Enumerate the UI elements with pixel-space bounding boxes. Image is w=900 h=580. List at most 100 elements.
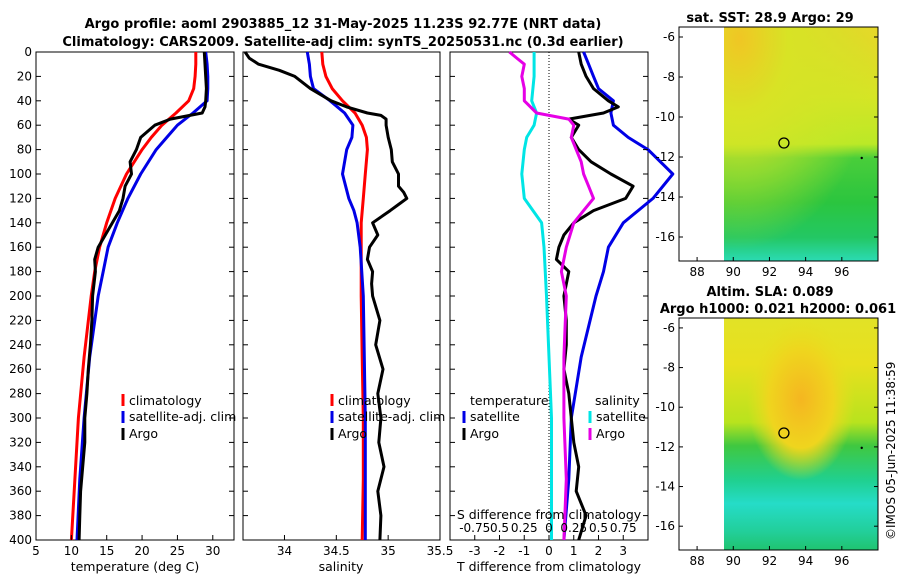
difference-panel: -3 -2 -1 0 1 2 3-0.75 0.5 0.25 0 0.25 0.5 0.75 [449, 50, 675, 558]
legend-argo: Argo [338, 426, 367, 441]
map-x-tick-label: 94 [798, 265, 813, 279]
y-tick-label: 260 [9, 362, 32, 376]
temperature-axes-frame [35, 51, 235, 541]
map-y-tick-label: -6 [663, 30, 675, 44]
map-x-tick-label: 88 [689, 554, 704, 568]
sst-warm-patch [724, 27, 878, 261]
legend-temperature-title: temperature [470, 393, 549, 408]
sla-map-frame [678, 317, 879, 551]
map-y-tick-label: -8 [663, 361, 675, 375]
s-difference-label: S difference from climatology [457, 507, 642, 522]
top-tick-label: -0.75 [459, 521, 490, 535]
x-tick-label: 35.5 [427, 544, 454, 558]
imos-timestamp: ©IMOS 05-Jun-2025 11:38:59 [884, 362, 898, 540]
legend-satellite: satellite-adj. clim [338, 409, 445, 424]
y-tick-label: 320 [9, 435, 32, 449]
argo-float-marker [778, 137, 790, 149]
temperature-legend: climatology satellite-adj. clim Argo [121, 393, 236, 441]
map-y-tick-label: -10 [655, 400, 675, 414]
legend-s-satellite: satellite [596, 409, 646, 424]
y-tick-label: 180 [9, 265, 32, 279]
y-tick-label: 240 [9, 338, 32, 352]
series-t-argo [554, 51, 635, 541]
map-x-tick-label: 96 [834, 554, 849, 568]
x-tick-label: 5 [32, 544, 40, 558]
map-y-tick-label: -6 [663, 321, 675, 335]
y-tick-label: 40 [17, 94, 32, 108]
y-tick-label: 100 [9, 167, 32, 181]
sst-map-panel: sat. SST: 28.9 Argo: 29 88 90 92 94 96 -6 -8 -1… [655, 11, 879, 279]
y-tick-label: 160 [9, 240, 32, 254]
map-y-tick-label: -12 [655, 440, 675, 454]
x-tick-label: -1 [518, 544, 530, 558]
sla-map-title: Altim. SLA: 0.089 [707, 285, 834, 300]
x-tick-label: 30 [205, 544, 220, 558]
title-line-1: Argo profile: aoml 2903885_12 31-May-202… [85, 17, 602, 32]
series-s-argo [508, 50, 595, 541]
x-tick-label: 1 [570, 544, 578, 558]
series-s-satellite [520, 52, 553, 540]
map-y-tick-label: -8 [663, 70, 675, 84]
x-tick-label: 25 [170, 544, 185, 558]
salinity-xlabel: salinity [319, 559, 364, 574]
top-tick-label: 0 [545, 521, 553, 535]
island-dot [860, 156, 863, 160]
series-satellite-adj-clim [305, 51, 367, 540]
sst-map-frame [678, 26, 879, 262]
temperature-panel: 5 10 15 20 25 3002040608010012014016018020022… [9, 45, 235, 558]
legend-t-satellite: satellite [470, 409, 520, 424]
map-x-tick-label: 92 [762, 265, 777, 279]
x-tick-label: -2 [494, 544, 506, 558]
series-argo [243, 51, 409, 541]
x-tick-label: 20 [134, 544, 149, 558]
salinity-panel: 34 34.5 35 35.5 [242, 51, 454, 558]
map-x-tick-label: 96 [834, 265, 849, 279]
salinity-axes-frame [242, 51, 441, 541]
legend-satellite: satellite-adj. clim [129, 409, 236, 424]
map-x-tick-label: 92 [762, 554, 777, 568]
map-y-tick-label: -12 [655, 150, 675, 164]
map-x-tick-label: 88 [689, 265, 704, 279]
series-climatology [320, 51, 369, 541]
sla-map-axes: 88 90 92 94 96 -6 -8 -10 -12 -14 -16 [655, 321, 878, 568]
legend-salinity-title: salinity [595, 393, 640, 408]
map-y-tick-label: -16 [655, 230, 675, 244]
x-tick-label: 15 [99, 544, 114, 558]
series-argo [77, 51, 208, 541]
temperature-plot: 5 10 15 20 25 3002040608010012014016018020022… [9, 45, 234, 558]
top-tick-label: 0.75 [610, 521, 637, 535]
series-climatology [69, 52, 198, 541]
x-tick-label: 35 [381, 544, 396, 558]
sla-warm-patch [724, 318, 878, 550]
sst-map-axes: 88 90 92 94 96 -6 -8 -10 -12 -14 -16 [655, 30, 878, 279]
top-tick-label: 0.25 [511, 521, 538, 535]
y-tick-label: 300 [9, 411, 32, 425]
sla-map-panel: Altim. SLA: 0.089 Argo h1000: 0.021 h200… [655, 285, 896, 568]
sst-map-title: sat. SST: 28.9 Argo: 29 [686, 11, 853, 26]
salinity-plot: 34 34.5 35 35.5 [243, 51, 454, 558]
series-satellite-adj-clim [75, 51, 210, 541]
map-x-tick-label: 90 [726, 265, 741, 279]
difference-xlabel: T difference from climatology [456, 559, 642, 574]
legend-s-argo: Argo [596, 426, 625, 441]
title-line-2: Climatology: CARS2009. Satellite-adj cli… [62, 35, 623, 50]
y-tick-label: 140 [9, 216, 32, 230]
temperature-xlabel: temperature (deg C) [71, 559, 200, 574]
map-x-tick-label: 94 [798, 554, 813, 568]
legend-climatology: climatology [338, 393, 411, 408]
x-tick-label: 10 [64, 544, 79, 558]
salinity-legend: climatology satellite-adj. clim Argo [330, 393, 445, 441]
argo-float-marker [778, 427, 790, 439]
x-tick-label: 34.5 [323, 544, 350, 558]
legend-t-argo: Argo [470, 426, 499, 441]
y-tick-label: 220 [9, 313, 32, 327]
difference-plot: -3 -2 -1 0 1 2 3-0.75 0.5 0.25 0 0.25 0.5 0.75 [450, 50, 675, 558]
legend-climatology: climatology [129, 393, 202, 408]
x-tick-label: 34 [277, 544, 292, 558]
y-tick-label: 60 [17, 118, 32, 132]
x-tick-label: 2 [595, 544, 603, 558]
argo-height-text: Argo h1000: 0.021 h2000: 0.061 [660, 302, 896, 317]
y-tick-label: 0 [24, 45, 32, 59]
y-tick-label: 120 [9, 191, 32, 205]
